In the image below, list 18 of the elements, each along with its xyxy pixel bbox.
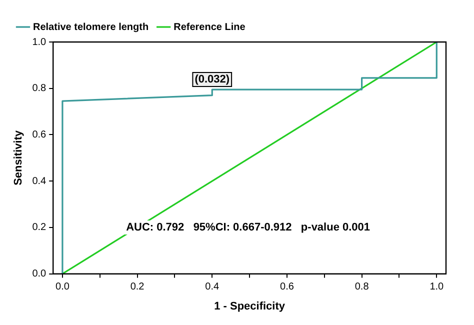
y-tick-label: 0.4: [32, 176, 47, 187]
y-tick-label: 1.0: [32, 36, 47, 48]
x-tick-label: 0.6: [280, 282, 294, 293]
annotation: (0.032): [194, 74, 230, 86]
x-tick-label: 0.2: [130, 282, 145, 293]
y-tick-label: 0.0: [32, 268, 47, 280]
y-axis-title: Sensitivity: [12, 130, 25, 186]
annotation: AUC: 0.792 95%CI: 0.667-0.912 p-value 0.001: [126, 221, 370, 234]
y-tick-label: 0.6: [32, 129, 47, 140]
x-tick-label: 1.0: [430, 282, 444, 293]
x-axis-title: 1 - Specificity: [214, 300, 286, 312]
x-tick-label: 0.0: [56, 282, 70, 293]
legend-label: Relative telomere length: [33, 22, 149, 33]
legend-label: Reference Line: [174, 22, 246, 33]
y-tick-label: 0.2: [32, 222, 47, 234]
y-tick-label: 0.8: [32, 83, 47, 94]
x-tick-label: 0.8: [354, 282, 370, 293]
x-tick-label: 0.4: [205, 282, 220, 293]
